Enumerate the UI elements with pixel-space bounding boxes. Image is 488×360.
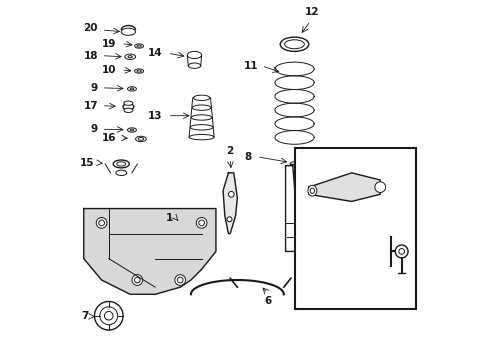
- Ellipse shape: [117, 162, 125, 166]
- Ellipse shape: [123, 108, 133, 112]
- Text: 3: 3: [350, 297, 359, 310]
- Ellipse shape: [187, 51, 201, 59]
- Circle shape: [132, 275, 142, 285]
- Text: 7: 7: [81, 311, 89, 321]
- Ellipse shape: [127, 87, 136, 91]
- Circle shape: [96, 217, 107, 228]
- Ellipse shape: [137, 70, 141, 72]
- Text: 19: 19: [102, 39, 116, 49]
- Text: 17: 17: [83, 101, 98, 111]
- Ellipse shape: [191, 115, 212, 120]
- Ellipse shape: [134, 69, 143, 73]
- Text: 15: 15: [80, 158, 94, 168]
- Ellipse shape: [190, 125, 213, 130]
- Text: 5: 5: [395, 280, 403, 290]
- Circle shape: [99, 220, 104, 226]
- Circle shape: [196, 217, 206, 228]
- Ellipse shape: [138, 138, 143, 140]
- Polygon shape: [83, 208, 216, 294]
- Ellipse shape: [137, 45, 141, 47]
- Text: 2: 2: [225, 146, 233, 156]
- Text: 11: 11: [244, 61, 258, 71]
- Polygon shape: [308, 173, 380, 202]
- Circle shape: [394, 245, 407, 258]
- Circle shape: [94, 301, 123, 330]
- Circle shape: [226, 217, 231, 222]
- Ellipse shape: [130, 88, 134, 90]
- Circle shape: [228, 192, 234, 197]
- Ellipse shape: [280, 37, 308, 51]
- Ellipse shape: [284, 40, 304, 49]
- Text: 10: 10: [101, 65, 116, 75]
- Circle shape: [100, 307, 118, 325]
- Polygon shape: [223, 173, 237, 234]
- Ellipse shape: [193, 95, 209, 100]
- Circle shape: [104, 311, 113, 320]
- Ellipse shape: [130, 129, 134, 131]
- Ellipse shape: [189, 134, 214, 140]
- Text: 20: 20: [83, 23, 98, 33]
- Text: 6: 6: [264, 296, 271, 306]
- Circle shape: [198, 220, 204, 226]
- Text: 9: 9: [91, 124, 98, 134]
- Ellipse shape: [124, 54, 135, 59]
- Ellipse shape: [289, 162, 298, 166]
- Ellipse shape: [307, 185, 316, 196]
- Circle shape: [177, 277, 183, 283]
- Ellipse shape: [134, 44, 143, 48]
- Ellipse shape: [123, 101, 133, 105]
- Bar: [294, 148, 415, 309]
- Ellipse shape: [135, 136, 146, 141]
- Circle shape: [134, 277, 140, 283]
- Circle shape: [175, 275, 185, 285]
- Text: 4: 4: [322, 266, 330, 276]
- Ellipse shape: [123, 104, 134, 110]
- Circle shape: [398, 249, 404, 254]
- Ellipse shape: [116, 170, 126, 176]
- Text: 16: 16: [101, 133, 116, 143]
- Ellipse shape: [128, 56, 132, 58]
- Text: 1: 1: [165, 212, 173, 222]
- Polygon shape: [285, 166, 303, 251]
- Circle shape: [374, 182, 385, 193]
- Ellipse shape: [192, 105, 210, 111]
- Text: 9: 9: [91, 83, 98, 93]
- Text: 18: 18: [83, 51, 98, 61]
- Text: 8: 8: [244, 152, 251, 162]
- Ellipse shape: [188, 63, 201, 68]
- Ellipse shape: [113, 160, 129, 168]
- Ellipse shape: [309, 188, 314, 193]
- Text: 12: 12: [305, 8, 319, 18]
- Ellipse shape: [121, 28, 135, 35]
- Text: 13: 13: [147, 111, 162, 121]
- Text: 14: 14: [147, 48, 162, 58]
- Ellipse shape: [127, 128, 136, 132]
